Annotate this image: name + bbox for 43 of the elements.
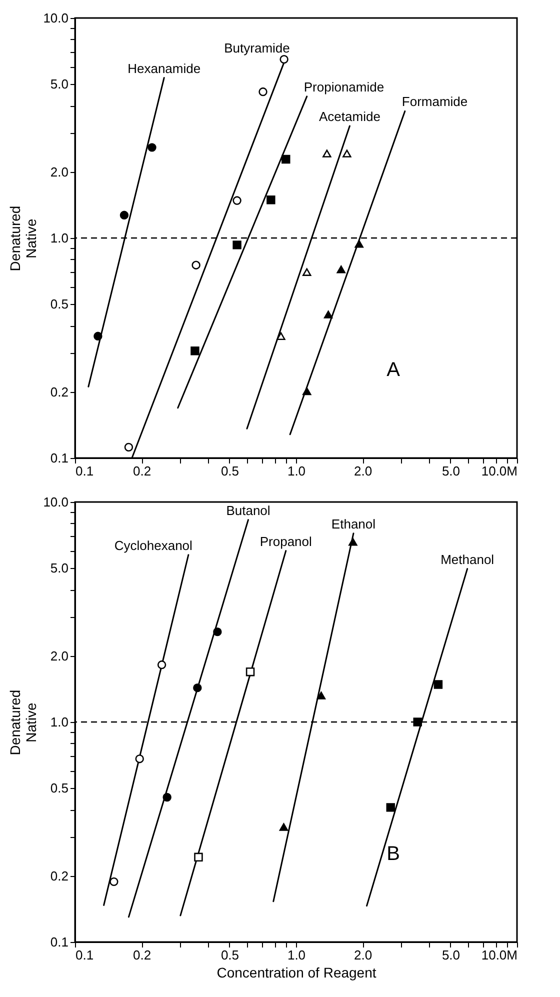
y-tick-label: 0.5	[50, 780, 68, 796]
y-tick-label: 0.1	[50, 934, 68, 950]
y-tick-label: 2.0	[50, 648, 68, 664]
x-tick-label: 2.0	[354, 464, 372, 478]
y-tick-label: 5.0	[50, 560, 68, 576]
y-tick-label: 5.0	[50, 76, 68, 92]
annotation: A	[386, 359, 401, 381]
x-axis-title: Concentration of Reagent	[216, 964, 376, 980]
y-tick-label: 2.0	[50, 164, 68, 180]
series-label: Hexanamide	[128, 60, 201, 76]
y-tick-label: 0.2	[50, 384, 68, 400]
x-tick-label: 0.5	[220, 464, 240, 478]
x-tick-label: 2.0	[354, 948, 372, 962]
x-tick-label: 0.1	[76, 464, 94, 478]
series-label: Acetamide	[319, 108, 380, 124]
series-label: Methanol	[440, 552, 494, 567]
x-tick-label: 5.0	[442, 464, 460, 478]
annotation: B	[386, 843, 400, 865]
y-tick-label: 0.1	[50, 450, 68, 466]
x-tick-label: 0.5	[220, 948, 240, 962]
y-axis-title: Denatured Native	[7, 690, 40, 756]
y-tick-label: 10.0	[43, 10, 68, 26]
y-tick-label: 1.0	[50, 230, 68, 246]
series-label: Ethanol	[331, 516, 376, 532]
x-tick-label: 1.0	[287, 464, 306, 478]
y-tick-label: 0.5	[50, 296, 68, 312]
y-axis-title: Denatured Native	[7, 206, 40, 272]
x-tick-label: 10.0M	[481, 464, 518, 478]
series-label: Butanol	[226, 502, 270, 518]
x-tick-label: 0.1	[76, 948, 94, 962]
series-label: Butyramide	[224, 40, 290, 56]
x-tick-label: 0.2	[132, 948, 152, 962]
series-label: Formamide	[402, 94, 468, 110]
series-label: Propanol	[260, 534, 312, 549]
x-tick-label: 0.2	[132, 464, 152, 478]
x-tick-label: 5.0	[442, 948, 460, 962]
y-tick-label: 1.0	[50, 714, 68, 730]
series-label: Cyclohexanol	[114, 538, 193, 553]
series-label: Propionamide	[304, 79, 384, 94]
y-tick-label: 0.2	[50, 868, 68, 884]
y-tick-label: 10.0	[43, 494, 68, 510]
x-tick-label: 1.0	[287, 948, 306, 962]
x-tick-label: 10.0M	[481, 948, 518, 962]
